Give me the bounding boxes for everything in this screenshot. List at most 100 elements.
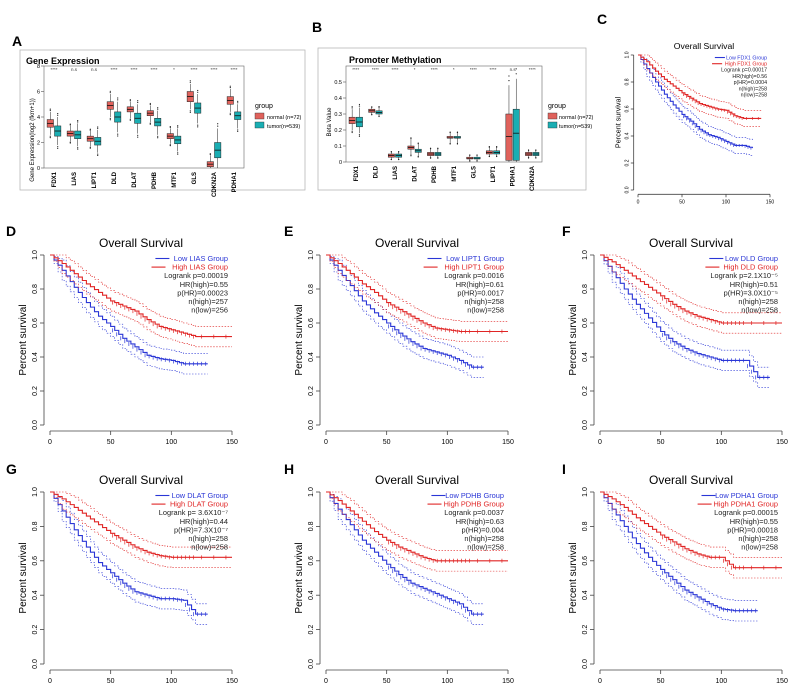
panel-b-plot-area <box>345 65 543 163</box>
panel-b-title: Promoter Methylation <box>349 55 442 65</box>
panel-b-outlier <box>371 114 373 116</box>
panel-d-ytick-label: 0.0 <box>32 420 39 430</box>
panel-c-stat-1: High FDX1 Group <box>725 62 767 68</box>
panel-b-outlier <box>449 143 451 145</box>
panel-a-outlier <box>217 123 219 125</box>
panel-a-outlier <box>229 86 231 89</box>
panel-b-significance: n.s <box>510 67 517 72</box>
panel-d-stat-2: Logrank p=0.00019 <box>164 271 228 280</box>
panel-a-significance: **** <box>210 67 217 72</box>
panel-i-title: Overall Survival <box>649 473 733 487</box>
panel-h-ytick-label: 1.0 <box>308 487 315 497</box>
panel-a-outlier <box>117 133 119 135</box>
panel-a-ytick-label: 0 <box>37 166 40 172</box>
panel-a-outlier <box>57 113 59 115</box>
panel-b-outlier <box>456 143 459 145</box>
panel-b-outlier <box>469 154 471 156</box>
panel-b-outlier <box>358 103 361 106</box>
panel-g-curve-low <box>50 491 208 615</box>
panel-a-significance: **** <box>150 67 157 72</box>
panel-i-stat-6: n(low)=258 <box>741 543 778 552</box>
panel-a-outlier <box>177 126 179 128</box>
panel-d-title: Overall Survival <box>99 236 183 250</box>
panel-g-stat-6: n(low)=258 <box>191 543 228 552</box>
panel-h-ylabel: Percent survival <box>294 542 305 613</box>
panel-b-outlier <box>527 157 530 159</box>
panel-a-significance: n.s <box>91 67 98 72</box>
panel-b-outlier <box>535 149 537 151</box>
panel-a-outlier <box>137 136 139 138</box>
panel-a-outlier <box>77 120 79 122</box>
panel-d-ci-upper-low <box>50 254 208 354</box>
panel-d-xtick-label: 150 <box>226 439 238 446</box>
panel-b-outlier <box>488 155 490 158</box>
panel-b: B Promoter Methylation Beta Value 0 0.1 0.… <box>312 19 594 191</box>
panel-g-xtick-label: 0 <box>48 678 52 685</box>
panel-b-xtick-label: FDX1 <box>354 165 360 181</box>
panel-g-title: Overall Survival <box>99 473 183 487</box>
panel-b-ytick-label: 0.5 <box>334 80 342 86</box>
panel-f-ci-lower-low <box>600 254 770 388</box>
panel-a-outlier <box>109 117 111 119</box>
panel-a-outlier <box>157 137 159 139</box>
panel-e-ci-upper-high <box>326 254 508 322</box>
panel-b-outlier <box>515 73 517 75</box>
panel-a-outlier <box>69 124 71 126</box>
panel-a-outlier <box>69 141 71 143</box>
panel-d-ci-lower-low <box>50 254 208 375</box>
panel-a-outlier <box>169 144 171 146</box>
panel-h-stat-0: Low PDHB Group <box>445 491 504 500</box>
panel-b-significance: **** <box>431 67 438 72</box>
panel-a-outlier <box>237 130 239 132</box>
panel-b-outlier <box>351 107 353 109</box>
panel-a-outlier <box>137 101 139 104</box>
panel-a-title: Gene Expression <box>26 56 100 66</box>
panel-letter-b: B <box>312 19 322 35</box>
panel-e-ytick-label: 1.0 <box>308 250 315 260</box>
panel-b-ytick-label: 0.2 <box>334 128 342 134</box>
panel-i-ytick-label: 0.4 <box>582 590 589 600</box>
panel-a-outlier <box>89 128 91 130</box>
panel-b-outlier <box>456 131 459 133</box>
panel-a-outlier <box>169 126 171 129</box>
panel-a-significance: **** <box>110 67 117 72</box>
panel-a-outlier <box>109 92 111 94</box>
panel-d-xtick-label: 50 <box>107 439 115 446</box>
panel-a: A Gene Expression Gene Expression(log2 (… <box>12 33 306 197</box>
panel-a-outlier <box>237 102 239 104</box>
panel-b-xtick-label: PDHA1 <box>511 165 517 186</box>
panel-a-outlier <box>49 108 51 110</box>
panel-b-significance: * <box>453 67 455 72</box>
panel-a-outlier <box>97 153 99 155</box>
panel-i-xtick-label: 150 <box>776 678 788 685</box>
panel-a-significance: **** <box>130 67 137 72</box>
panel-h-stat-3: HR(high)=0.63 <box>456 517 504 526</box>
panel-letter-d: D <box>6 223 16 239</box>
panel-f-ytick-label: 0.2 <box>582 386 589 396</box>
panel-a-outlier <box>189 110 191 112</box>
panel-g-xtick-label: 50 <box>107 678 115 685</box>
panel-g-stat-0: Low DLAT Group <box>172 491 228 500</box>
panel-a-outlier <box>237 129 239 131</box>
panel-a-outlier <box>177 152 179 154</box>
panel-g-ytick-label: 0.4 <box>32 590 39 600</box>
panel-d-ci-lower-high <box>50 254 232 348</box>
panel-b-outlier <box>488 146 490 148</box>
panel-b-outlier <box>358 105 361 107</box>
panel-b-significance: **** <box>489 67 496 72</box>
panel-d-curve-low <box>50 254 208 365</box>
panel-letter-f: F <box>562 223 571 239</box>
panel-i-curve-high <box>600 491 782 569</box>
panel-g-xtick-label: 100 <box>165 678 177 685</box>
panel-h-xtick-label: 150 <box>502 678 514 685</box>
panel-a-ytick-label: 6 <box>37 90 40 96</box>
panel-d: D Overall Survival 0.0 0.2 0.4 0.6 0.8 1.0 0 50 1… <box>6 223 238 446</box>
panel-a-outlier <box>217 125 219 127</box>
panel-a-outlier <box>109 90 111 92</box>
panel-g-ci-upper-high <box>50 491 232 548</box>
panel-a-outlier <box>89 129 91 131</box>
panel-a-outlier <box>189 111 191 114</box>
panel-c-title: Overall Survival <box>674 41 734 51</box>
panel-e-xtick-label: 150 <box>502 439 514 446</box>
panel-a-outlier <box>117 97 119 99</box>
